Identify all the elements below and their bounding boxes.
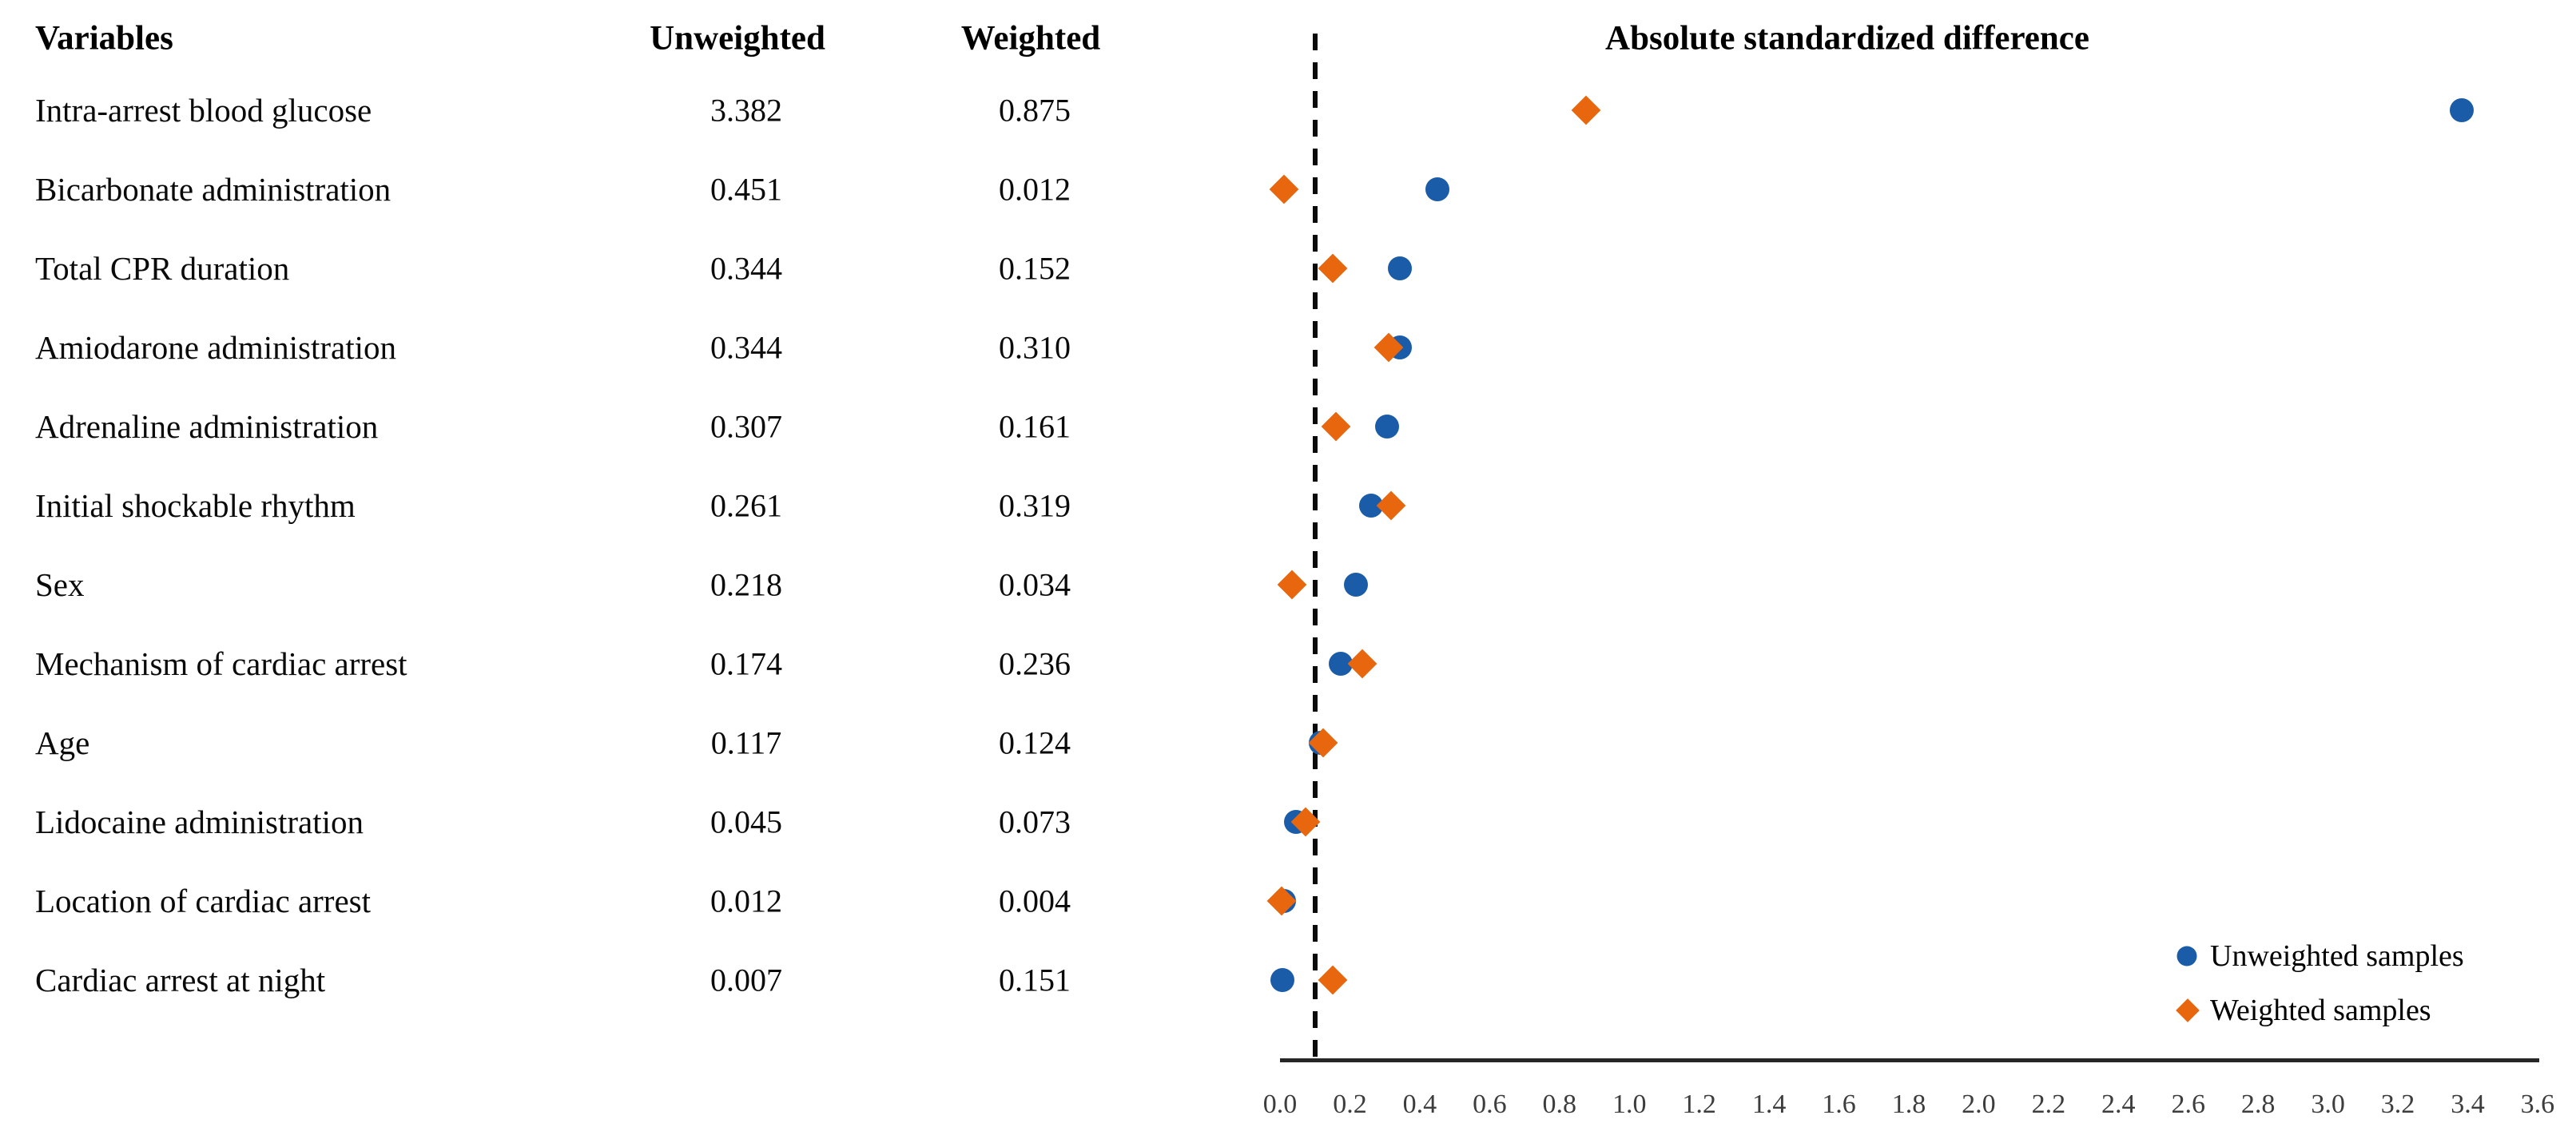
scatter-point-unweighted xyxy=(1388,256,1413,280)
weighted-value: 0.161 xyxy=(999,408,1071,445)
x-axis-tick-label: 1.8 xyxy=(1891,1089,1926,1119)
scatter-point-unweighted xyxy=(1375,415,1400,439)
weighted-value: 0.034 xyxy=(999,566,1071,603)
x-axis-tick-label: 3.6 xyxy=(2520,1089,2555,1119)
reference-line xyxy=(1312,34,1318,1060)
weighted-value: 0.310 xyxy=(999,329,1071,366)
chart-title: Absolute standardized difference xyxy=(1605,19,2089,58)
scatter-point-weighted xyxy=(1347,649,1377,679)
scatter-point-unweighted xyxy=(1344,573,1369,597)
column-header-unweighted: Unweighted xyxy=(650,19,825,58)
x-axis-line xyxy=(1280,1058,2539,1062)
x-axis-tick-label: 3.0 xyxy=(2311,1089,2345,1119)
x-axis-tick-label: 2.0 xyxy=(1962,1089,1996,1119)
variable-label: Cardiac arrest at night xyxy=(35,962,326,998)
scatter-point-weighted xyxy=(1377,490,1406,521)
weighted-value: 0.004 xyxy=(999,883,1071,919)
weighted-value: 0.124 xyxy=(999,724,1071,761)
unweighted-value: 0.261 xyxy=(710,487,782,524)
unweighted-value: 0.117 xyxy=(710,724,782,761)
x-axis-tick-label: 2.8 xyxy=(2240,1089,2276,1119)
variable-label: Initial shockable rhythm xyxy=(35,487,356,524)
variable-label: Total CPR duration xyxy=(35,250,290,287)
x-axis-tick-label: 2.4 xyxy=(2101,1089,2136,1119)
scatter-point-unweighted xyxy=(1425,177,1450,201)
weighted-value: 0.236 xyxy=(999,645,1071,682)
variable-label: Mechanism of cardiac arrest xyxy=(35,645,407,682)
unweighted-value: 0.344 xyxy=(710,329,782,366)
variable-label: Amiodarone administration xyxy=(35,329,397,366)
unweighted-value: 3.382 xyxy=(710,92,782,129)
x-axis-tick-label: 0.2 xyxy=(1333,1089,1367,1119)
x-axis-tick-label: 0.0 xyxy=(1262,1089,1298,1119)
x-axis-tick-label: 1.4 xyxy=(1751,1089,1787,1119)
legend-label-unweighted: Unweighted samples xyxy=(2210,939,2464,973)
variable-label: Age xyxy=(35,724,90,761)
column-header-weighted: Weighted xyxy=(960,19,1101,58)
x-axis-tick-label: 0.8 xyxy=(1542,1089,1577,1119)
legend-unweighted-circle-icon xyxy=(2176,946,2197,966)
scatter-point-unweighted xyxy=(2449,98,2474,122)
x-axis-tick-label: 0.6 xyxy=(1473,1089,1507,1119)
variable-label: Lidocaine administration xyxy=(35,804,364,840)
unweighted-value: 0.307 xyxy=(710,408,782,445)
scatter-point-weighted xyxy=(1277,570,1307,600)
x-axis-tick-label: 3.2 xyxy=(2380,1089,2415,1119)
scatter-point-weighted xyxy=(1318,965,1348,995)
x-axis-tick-label: 0.4 xyxy=(1402,1089,1437,1119)
column-header-variables: Variables xyxy=(35,19,173,58)
scatter-point-weighted xyxy=(1318,253,1348,284)
weighted-value: 0.073 xyxy=(999,804,1071,840)
x-axis-tick-label: 1.0 xyxy=(1612,1089,1647,1119)
variable-label: Sex xyxy=(35,566,85,603)
legend-weighted-diamond-icon xyxy=(2176,998,2200,1022)
x-axis-tick-label: 2.6 xyxy=(2171,1089,2205,1119)
variable-label: Bicarbonate administration xyxy=(35,171,392,208)
unweighted-value: 0.174 xyxy=(710,645,782,682)
weighted-value: 0.875 xyxy=(999,92,1071,129)
scatter-point-weighted xyxy=(1321,411,1351,442)
scatter-point-unweighted xyxy=(1270,968,1295,992)
unweighted-value: 0.218 xyxy=(710,566,782,603)
weighted-value: 0.151 xyxy=(999,962,1071,998)
unweighted-value: 0.451 xyxy=(710,171,782,208)
x-axis-tick-label: 1.6 xyxy=(1822,1089,1856,1119)
legend-label-weighted: Weighted samples xyxy=(2210,994,2431,1027)
scatter-point-weighted xyxy=(1571,95,1600,125)
weighted-value: 0.012 xyxy=(999,171,1071,208)
unweighted-value: 0.045 xyxy=(710,804,782,840)
weighted-value: 0.152 xyxy=(999,250,1071,287)
unweighted-value: 0.007 xyxy=(710,962,782,998)
scatter-point-weighted xyxy=(1269,174,1299,204)
variable-label: Intra-arrest blood glucose xyxy=(35,92,372,129)
variable-label: Location of cardiac arrest xyxy=(35,883,372,919)
scatter-point-weighted xyxy=(1266,886,1297,916)
unweighted-value: 0.344 xyxy=(710,250,782,287)
weighted-value: 0.319 xyxy=(999,487,1071,524)
x-axis-tick-label: 2.2 xyxy=(2031,1089,2066,1119)
x-axis-tick-label: 3.4 xyxy=(2451,1089,2485,1119)
variable-label: Adrenaline administration xyxy=(35,408,379,445)
unweighted-value: 0.012 xyxy=(710,883,782,919)
x-axis-tick-label: 1.2 xyxy=(1682,1089,1716,1119)
